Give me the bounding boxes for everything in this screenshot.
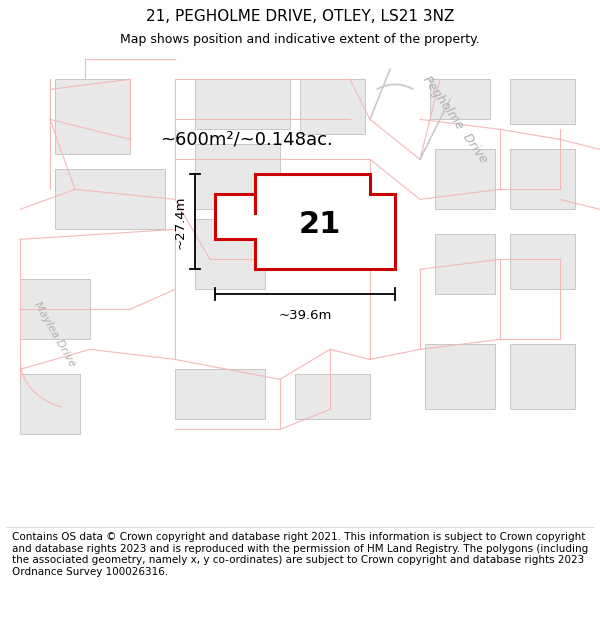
Text: 21, PEGHOLME DRIVE, OTLEY, LS21 3NZ: 21, PEGHOLME DRIVE, OTLEY, LS21 3NZ — [146, 9, 454, 24]
Polygon shape — [435, 149, 495, 209]
Polygon shape — [430, 79, 490, 119]
Polygon shape — [195, 219, 265, 289]
Polygon shape — [55, 79, 130, 154]
Text: Contains OS data © Crown copyright and database right 2021. This information is : Contains OS data © Crown copyright and d… — [12, 532, 588, 577]
Polygon shape — [55, 169, 165, 229]
Polygon shape — [510, 234, 575, 289]
Polygon shape — [195, 144, 280, 209]
Polygon shape — [195, 79, 290, 129]
Text: ~27.4m: ~27.4m — [174, 195, 187, 249]
Text: 21: 21 — [299, 210, 341, 239]
Polygon shape — [435, 234, 495, 294]
Text: ~600m²/~0.148ac.: ~600m²/~0.148ac. — [160, 131, 333, 148]
Text: Maylea Drive: Maylea Drive — [32, 300, 77, 369]
Text: ~39.6m: ~39.6m — [278, 309, 332, 322]
Polygon shape — [425, 344, 495, 409]
Polygon shape — [20, 279, 90, 339]
Text: Map shows position and indicative extent of the property.: Map shows position and indicative extent… — [120, 32, 480, 46]
Polygon shape — [510, 149, 575, 209]
Polygon shape — [295, 374, 370, 419]
Polygon shape — [215, 174, 395, 269]
Polygon shape — [300, 79, 365, 134]
Polygon shape — [20, 374, 80, 434]
Text: Pegholme  Drive: Pegholme Drive — [420, 73, 490, 166]
Polygon shape — [510, 79, 575, 124]
Polygon shape — [175, 369, 265, 419]
Polygon shape — [510, 344, 575, 409]
